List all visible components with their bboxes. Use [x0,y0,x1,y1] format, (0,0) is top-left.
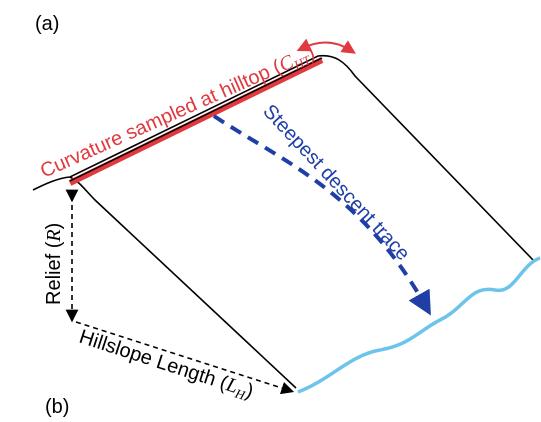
text-part: ) [43,223,65,230]
diagram: (a) (b) Curvature sampled at hilltop (CH… [0,0,541,422]
panel-label: (b) [45,396,69,418]
text-part: Hillslope Length ( [76,326,230,395]
text-part: Relief ( [43,241,65,305]
length-label: Hillslope Length (LH) [76,326,256,405]
panel-label: (a) [35,13,59,35]
descent-arrow [214,116,425,305]
descent-label: Steepest descent trace [258,100,414,265]
text-part: Curvature sampled at hilltop ( [37,56,285,182]
relief-label: Relief (R) [43,223,65,305]
text-part: R [43,229,65,242]
channel [298,258,540,392]
text-part: Steepest descent trace [258,100,414,265]
